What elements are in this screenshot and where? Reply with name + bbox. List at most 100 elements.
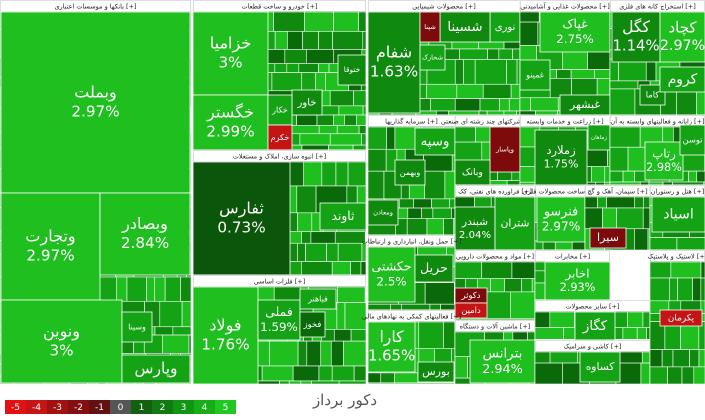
stock-name: غبشهر bbox=[569, 98, 601, 111]
stock-tile bbox=[419, 11, 441, 43]
filler-cell bbox=[506, 59, 518, 85]
stock-name: شخارک bbox=[422, 54, 443, 62]
filler-cell bbox=[361, 133, 367, 146]
stock-change: 2.75% bbox=[556, 32, 594, 46]
filler-cell bbox=[302, 31, 319, 50]
filler-cell bbox=[358, 11, 367, 32]
stock-name: وتجارت bbox=[25, 226, 75, 246]
filler-cell bbox=[333, 329, 352, 342]
filler-cell bbox=[642, 311, 651, 329]
legend-label: 5 bbox=[223, 403, 229, 413]
filler-cell bbox=[622, 327, 638, 340]
stock-tile bbox=[99, 192, 191, 276]
sector-title: زراعت و خدمات وابسته [+] bbox=[526, 118, 603, 126]
filler-cell bbox=[426, 83, 458, 99]
stock-change: 2.94% bbox=[482, 362, 523, 377]
legend-swatch bbox=[110, 400, 131, 414]
stock-name: وسینا bbox=[128, 323, 146, 332]
filler-cell bbox=[454, 98, 481, 112]
filler-cell bbox=[556, 69, 572, 79]
sector-title: بانکها و موسسات اعتباری [+] bbox=[54, 3, 136, 11]
stock-name: خگستر bbox=[206, 102, 254, 122]
filler-cell bbox=[463, 59, 476, 85]
filler-cell bbox=[418, 321, 444, 349]
filler-cell bbox=[499, 98, 510, 112]
stock-name: شسینا bbox=[447, 20, 482, 35]
stock-tile bbox=[659, 66, 705, 93]
filler-cell bbox=[510, 83, 521, 99]
filler-cell bbox=[398, 198, 414, 209]
filler-cell bbox=[584, 196, 598, 209]
stock-tile bbox=[367, 246, 416, 303]
stock-tile bbox=[192, 11, 269, 96]
filler-cell bbox=[330, 340, 344, 367]
filler-cell bbox=[454, 126, 476, 143]
filler-cell bbox=[390, 303, 402, 311]
sector-title: ساخت محصولات فلزی [+] bbox=[523, 188, 598, 196]
stock-name: فولاد bbox=[209, 315, 241, 335]
filler-cell bbox=[430, 98, 456, 112]
filler-cell bbox=[329, 90, 354, 107]
filler-cell bbox=[454, 261, 483, 279]
filler-cell bbox=[609, 88, 636, 116]
filler-cell bbox=[335, 161, 349, 187]
filler-cell bbox=[261, 365, 294, 382]
sector: مواد و محصولات دارویی [+] دکوثر دامین bbox=[454, 249, 536, 321]
sector: انبوه سازی، املاک و مستغلات [+] ثفارس0.73… bbox=[192, 149, 367, 276]
stock-tile bbox=[439, 11, 491, 43]
filler-cell bbox=[590, 166, 606, 183]
stock-tile bbox=[319, 202, 367, 231]
filler-cell bbox=[432, 207, 452, 219]
filler-cell bbox=[424, 170, 446, 200]
stock-tile bbox=[536, 196, 586, 243]
stock-tile bbox=[639, 84, 666, 106]
filler-cell bbox=[344, 114, 358, 126]
legend-label: 0 bbox=[118, 403, 124, 413]
filler-cell bbox=[530, 97, 559, 112]
stock-change: 2.97% bbox=[71, 103, 119, 121]
filler-cell bbox=[431, 198, 450, 209]
sector: سایر محصولات [+] کگاز bbox=[534, 299, 651, 341]
filler-cell bbox=[676, 88, 697, 116]
filler-cell bbox=[401, 303, 431, 311]
stock-change: 1.59% bbox=[260, 320, 298, 334]
filler-cell bbox=[549, 351, 578, 364]
stock-name: سیرا bbox=[597, 231, 619, 244]
sector-title: مواد و محصولات دارویی [+] bbox=[456, 253, 534, 261]
filler-cell bbox=[328, 144, 354, 151]
filler-cell bbox=[474, 59, 507, 85]
filler-cell bbox=[413, 198, 432, 209]
stock-name: وپارس bbox=[134, 360, 177, 379]
filler-cell bbox=[510, 291, 536, 319]
sector: سیمان، آهک و گچ [+] سیرا bbox=[584, 184, 651, 251]
filler-cell bbox=[326, 242, 339, 262]
filler-cell bbox=[693, 366, 705, 385]
sector-header bbox=[193, 275, 366, 287]
filler-cell bbox=[318, 365, 333, 382]
stock-tile bbox=[679, 124, 705, 156]
stock-change: 1.75% bbox=[544, 157, 579, 170]
stock-name: نوری bbox=[495, 22, 516, 33]
sector-title: فلزات اساسی [+] bbox=[254, 278, 306, 286]
sector-title: حمل ونقل، انبارداری و ارتباطات [+] bbox=[362, 238, 462, 246]
filler-cell bbox=[436, 110, 449, 116]
stock-name: شبندر bbox=[461, 215, 488, 228]
filler-cell bbox=[305, 242, 327, 262]
sector-title: شرکتهای چند رشته ای صنعتی [+] bbox=[441, 118, 534, 126]
legend-swatch bbox=[173, 400, 194, 414]
filler-cell bbox=[301, 144, 329, 151]
filler-cell bbox=[367, 372, 382, 384]
sector-title: محصولات غذایی و آشامیدنی [+] bbox=[520, 2, 610, 11]
filler-cell bbox=[479, 98, 500, 112]
stock-name: فملی bbox=[265, 304, 293, 319]
filler-cell bbox=[627, 146, 646, 172]
filler-cell bbox=[292, 365, 320, 382]
filler-cell bbox=[429, 303, 441, 311]
stock-tile bbox=[192, 161, 291, 276]
filler-cell bbox=[353, 90, 367, 107]
legend-label: -2 bbox=[74, 403, 83, 413]
sector: لاستیک و پلاستیک [+] پکرمان bbox=[648, 249, 705, 385]
stock-name: کگل bbox=[622, 18, 650, 36]
